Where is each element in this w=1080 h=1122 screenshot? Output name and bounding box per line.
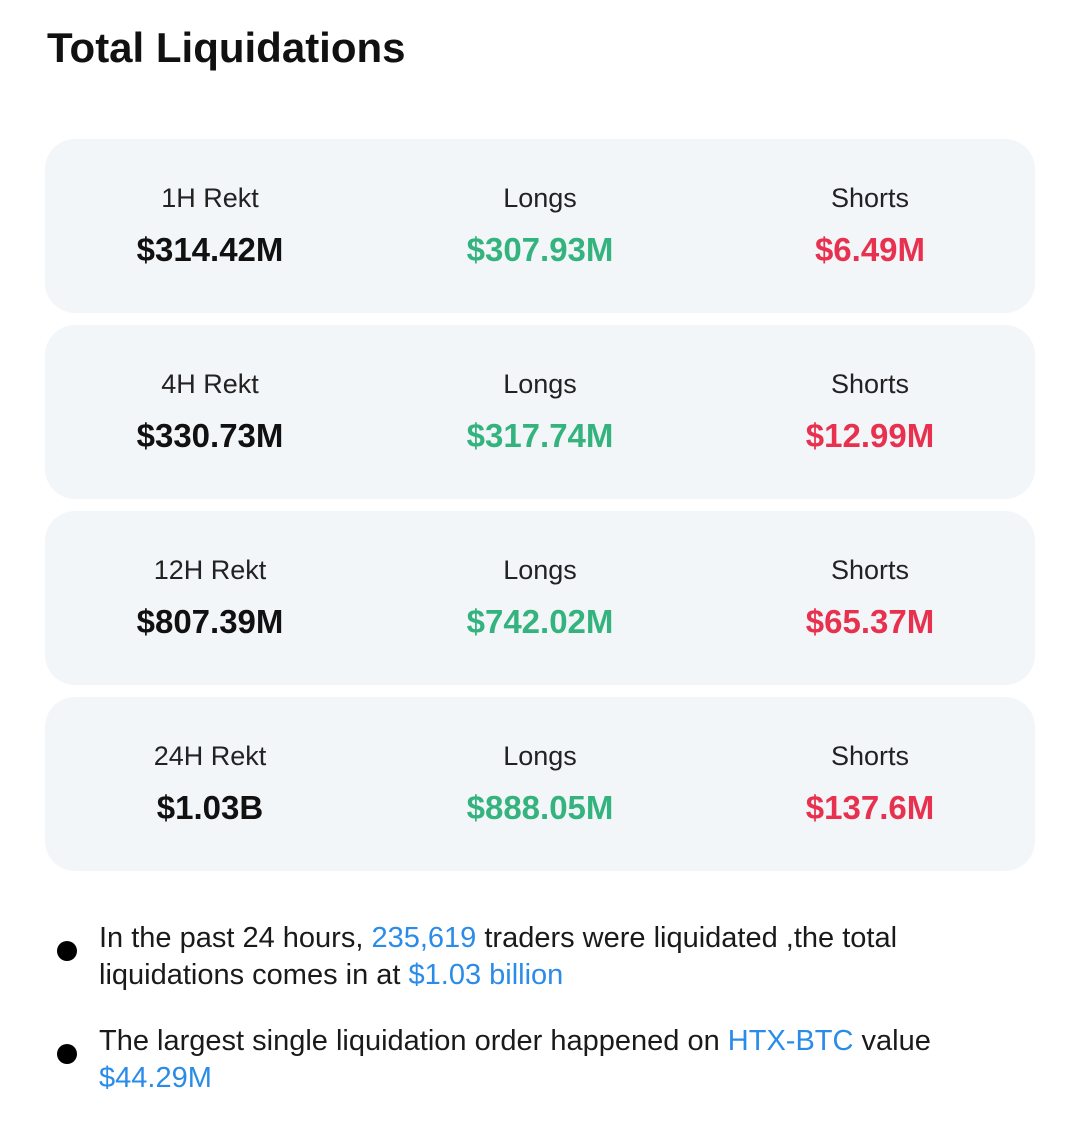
stat-label: 4H Rekt (161, 369, 259, 399)
link-text[interactable]: $44.29M (99, 1062, 212, 1094)
liquidation-card: 1H Rekt $314.42M Longs $307.93M Shorts $6.49M (45, 139, 1035, 313)
bullet-dot (57, 941, 77, 961)
stat-label: Longs (503, 369, 577, 399)
link-text[interactable]: HTX-BTC (727, 1025, 854, 1057)
bullet-item: The largest single liquidation order hap… (57, 1023, 1019, 1097)
bullet-item: In the past 24 hours, 235,619 traders we… (57, 920, 1019, 994)
stat-value: $314.42M (136, 231, 284, 268)
stat-label: Longs (503, 555, 577, 585)
text: value (853, 1025, 931, 1057)
liquidation-card: 12H Rekt $807.39M Longs $742.02M Shorts $65.3… (45, 511, 1035, 685)
stat-value: $807.39M (136, 603, 284, 640)
stat-label: Longs (503, 741, 577, 771)
stat-label: Longs (503, 183, 577, 213)
bullet-dot (57, 1044, 77, 1064)
liquidation-card: 4H Rekt $330.73M Longs $317.74M Shorts $12.99… (45, 325, 1035, 499)
stat-label: Shorts (830, 555, 910, 585)
stat-label: 12H Rekt (153, 555, 267, 585)
text: In the past 24 hours, (99, 922, 372, 954)
stat-value: $888.05M (466, 789, 614, 826)
stat-value: $65.37M (805, 603, 935, 640)
stat-label: Shorts (830, 369, 910, 399)
stat-label: Shorts (830, 741, 910, 771)
stat-value: $137.6M (805, 789, 935, 826)
link-text[interactable]: $1.03 billion (408, 959, 564, 991)
link-text[interactable]: 235,619 (371, 922, 477, 954)
liquidation-card: 24H Rekt $1.03B Longs $888.05M Shorts $137.6M (45, 697, 1035, 871)
stat-label: 1H Rekt (161, 183, 259, 213)
text: The largest single liquidation order hap… (99, 1025, 728, 1057)
stat-value: $12.99M (805, 417, 935, 454)
stat-value: $1.03B (156, 789, 264, 826)
stat-value: $6.49M (814, 231, 926, 268)
stat-value: $317.74M (466, 417, 614, 454)
stat-value: $742.02M (466, 603, 614, 640)
title: Total Liquidations (47, 24, 406, 71)
stat-value: $330.73M (136, 417, 284, 454)
stat-label: 24H Rekt (153, 741, 267, 771)
stat-value: $307.93M (466, 231, 614, 268)
stat-label: Shorts (830, 183, 910, 213)
text: traders were liquidated ,the total liqui… (99, 922, 898, 991)
